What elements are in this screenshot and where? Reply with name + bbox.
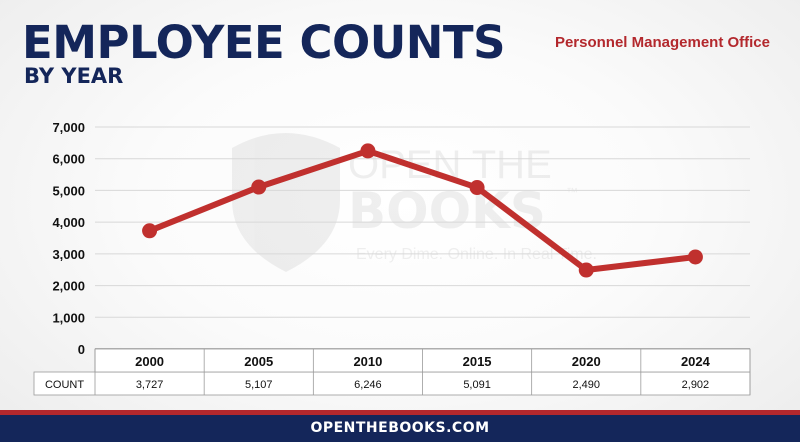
y-tick-label: 4,000 xyxy=(52,215,85,230)
data-point xyxy=(578,262,594,278)
table-row-label: COUNT xyxy=(45,379,84,391)
data-table: COUNT 2000 3,727 2005 5,107 2010 6,246 2015 5,09… xyxy=(33,348,751,396)
chart-subtitle: BY YEAR xyxy=(24,64,124,88)
y-tick-label: 7,000 xyxy=(52,120,85,135)
y-tick-label: 2,000 xyxy=(52,279,85,294)
y-tick-label: 1,000 xyxy=(52,310,85,325)
data-point xyxy=(469,180,485,196)
data-label: 2,490 xyxy=(572,379,600,391)
data-label: 6,246 xyxy=(354,379,382,391)
x-tick-label: 2010 xyxy=(353,354,382,369)
footer-site-link[interactable]: OPENTHEBOOKS.COM xyxy=(0,415,800,442)
data-label: 2,902 xyxy=(682,379,710,391)
y-tick-label: 0 xyxy=(78,342,85,357)
watermark-trademark: ™ xyxy=(566,185,578,199)
y-tick-label: 5,000 xyxy=(52,183,85,198)
x-tick-label: 2024 xyxy=(681,354,711,369)
x-tick-label: 2020 xyxy=(572,354,601,369)
x-tick-label: 2015 xyxy=(463,354,492,369)
watermark: OPEN THE BOOKS ™ Every Dime. Online. In … xyxy=(232,133,597,272)
series-line-path xyxy=(146,147,699,274)
y-axis-ticks: 0 1,000 2,000 3,000 4,000 5,000 6,000 7,000 xyxy=(52,120,85,357)
series-line xyxy=(142,143,703,278)
x-tick-label: 2005 xyxy=(244,354,273,369)
data-label: 3,727 xyxy=(136,379,164,391)
x-tick-label: 2000 xyxy=(135,354,164,369)
data-point xyxy=(142,223,158,239)
data-point xyxy=(251,179,267,195)
data-label: 5,107 xyxy=(245,379,273,391)
y-tick-label: 6,000 xyxy=(52,152,85,167)
data-point xyxy=(360,143,376,159)
footer-accent-bar xyxy=(0,410,800,415)
chart-title: EMPLOYEE COUNTS xyxy=(22,16,506,69)
shield-logo-icon xyxy=(232,133,340,272)
watermark-tagline: Every Dime. Online. In Real Time. xyxy=(356,246,597,263)
data-label: 5,091 xyxy=(463,379,491,391)
y-tick-label: 3,000 xyxy=(52,247,85,262)
data-point xyxy=(687,249,703,265)
agency-name: Personnel Management Office xyxy=(554,34,770,51)
